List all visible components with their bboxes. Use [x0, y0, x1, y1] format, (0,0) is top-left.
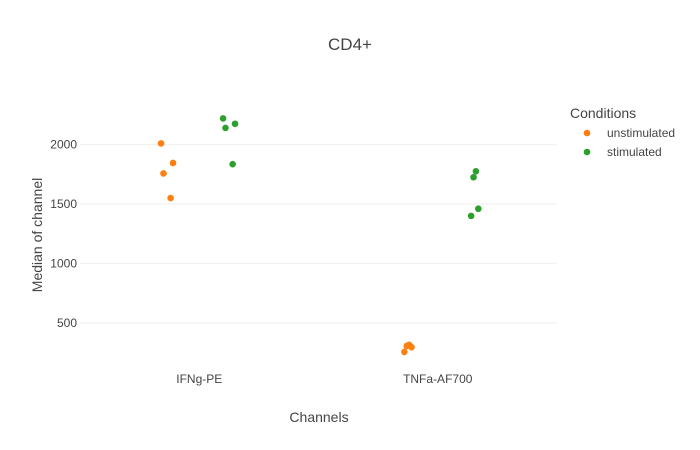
data-point-stimulated	[219, 115, 227, 122]
chart-title: CD4+	[328, 35, 372, 54]
y-tick-label: 500	[57, 316, 77, 330]
legend-title: Conditions	[570, 105, 636, 121]
y-tick-labels: 500 1000 1500 2000	[50, 138, 77, 330]
y-tick-label: 1000	[50, 256, 77, 270]
y-tick-label: 2000	[50, 138, 77, 152]
data-point-unstimulated	[169, 159, 177, 167]
data-point-unstimulated	[408, 343, 415, 351]
data-point-unstimulated	[160, 170, 167, 177]
legend-label-unstimulated: unstimulated	[607, 126, 675, 140]
x-tick-labels: IFNg-PE TNFa-AF700	[176, 372, 473, 386]
data-point-stimulated	[472, 168, 480, 175]
data-point-unstimulated	[157, 140, 165, 147]
x-tick-label: IFNg-PE	[176, 372, 222, 386]
x-axis-title: Channels	[289, 409, 348, 425]
data-point-stimulated	[231, 120, 239, 128]
data-point-stimulated	[222, 124, 229, 132]
data-point-unstimulated	[167, 194, 174, 202]
data-point-stimulated	[470, 173, 477, 181]
legend-marker-stimulated	[583, 148, 591, 156]
y-axis-title: Median of channel	[29, 178, 45, 292]
data-point-stimulated	[474, 205, 482, 213]
y-tick-label: 1500	[50, 197, 77, 211]
data-point-unstimulated	[401, 348, 408, 356]
data-point-stimulated	[229, 160, 236, 168]
gridlines	[80, 144, 557, 324]
legend-label-stimulated: stimulated	[607, 145, 662, 159]
data-point-stimulated	[467, 212, 475, 220]
legend: Conditions unstimulated stimulated	[570, 105, 675, 159]
legend-marker-unstimulated	[583, 129, 591, 137]
x-tick-label: TNFa-AF700	[403, 372, 473, 386]
data-points	[157, 115, 482, 356]
